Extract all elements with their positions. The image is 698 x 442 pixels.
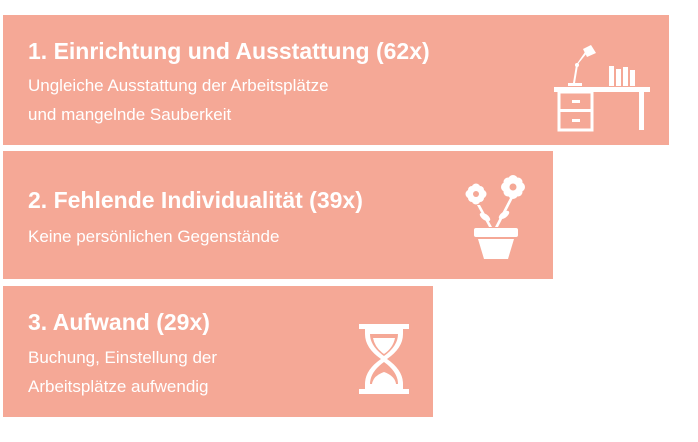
issue-card-equipment: 1. Einrichtung und Ausstattung (62x) Ung… — [3, 15, 669, 145]
desk-icon — [551, 43, 651, 133]
issue-card-individuality: 2. Fehlende Individualität (39x) Keine p… — [3, 151, 553, 279]
issue-description: Ungleiche Ausstattung der Arbeitsplätze … — [28, 76, 329, 124]
issue-description: Buchung, Einstellung der Arbeitsplätze a… — [28, 348, 218, 396]
issue-description: Keine persönlichen Gegenstände — [28, 227, 280, 246]
issue-card-effort: 3. Aufwand (29x) Buchung, Einstellung de… — [3, 286, 433, 417]
flower-pot-icon — [458, 173, 533, 261]
hourglass-icon — [355, 322, 413, 396]
issue-title: 1. Einrichtung und Ausstattung (62x) — [28, 38, 430, 64]
issue-title: 3. Aufwand (29x) — [28, 309, 210, 335]
issue-title: 2. Fehlende Individualität (39x) — [28, 187, 363, 213]
